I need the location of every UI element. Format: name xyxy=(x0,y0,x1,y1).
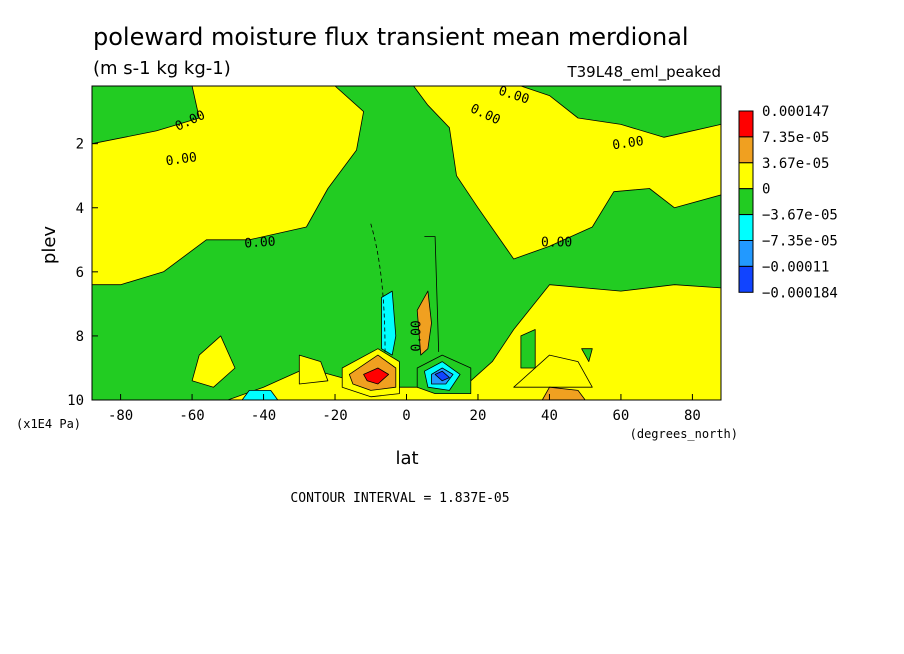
colorbar-label: −0.00011 xyxy=(762,259,829,275)
y-tick-label: 8 xyxy=(76,329,84,345)
colorbar-swatch xyxy=(738,214,754,242)
contour-region-17 xyxy=(381,290,397,356)
x-tick-label: 60 xyxy=(613,408,630,424)
contour-region-3 xyxy=(191,335,236,388)
colorbar-swatch xyxy=(738,265,754,293)
colorbar-swatch xyxy=(738,162,754,190)
contour-label: 0.00 xyxy=(410,320,425,351)
x-tick-label: -40 xyxy=(251,408,276,424)
x-tick-label: -60 xyxy=(179,408,204,424)
contour-region-6 xyxy=(520,329,536,369)
contour-region-11 xyxy=(416,290,432,356)
chart-units: (m s-1 kg kg-1) xyxy=(93,58,231,79)
y-tick-label: 10 xyxy=(67,393,84,409)
contour-region-18 xyxy=(241,389,279,400)
colorbar-label: −0.000184 xyxy=(762,285,838,301)
contour-label: 0.00 xyxy=(244,234,276,251)
colorbar-label: 7.35e-05 xyxy=(762,130,829,146)
contour-label: 0.00 xyxy=(612,134,645,153)
y-axis-units: (x1E4 Pa) xyxy=(16,417,81,431)
contour-interval: CONTOUR INTERVAL = 1.837E-05 xyxy=(290,491,509,506)
colorbar-label: −3.67e-05 xyxy=(762,208,838,224)
y-axis-label: plev xyxy=(39,226,60,265)
colorbar-swatch xyxy=(738,110,754,138)
contour-region-16 xyxy=(434,370,450,382)
x-tick-label: 80 xyxy=(684,408,701,424)
contour-region-7 xyxy=(581,348,593,363)
negative-contour-line xyxy=(370,223,386,352)
run-label: T39L48_eml_peaked xyxy=(566,63,721,82)
colorbar-swatch xyxy=(738,136,754,164)
colorbar-label: 0 xyxy=(762,182,770,198)
chart-title: poleward moisture flux transient mean me… xyxy=(93,23,689,51)
contour-region-5 xyxy=(513,354,593,388)
plot-area xyxy=(91,85,722,401)
y-tick-label: 6 xyxy=(76,265,84,281)
x-tick-label: 0 xyxy=(402,408,410,424)
contour-label: 0.00 xyxy=(165,150,198,169)
colorbar-swatch xyxy=(738,240,754,267)
contour-region-4 xyxy=(298,354,329,385)
contour-regions xyxy=(92,86,721,400)
contour-region-0 xyxy=(92,86,200,145)
colorbar-label: 3.67e-05 xyxy=(762,156,829,172)
positive-contour-line xyxy=(424,236,440,352)
colorbar-label: 0.000147 xyxy=(762,104,829,120)
contour-region-12 xyxy=(541,386,586,400)
y-axis-ticks: 2 4 6 8 10 xyxy=(67,137,98,409)
x-tick-label: 20 xyxy=(470,408,487,424)
x-tick-label: -20 xyxy=(322,408,347,424)
x-axis-units: (degrees_north) xyxy=(630,427,738,441)
y-tick-label: 4 xyxy=(76,201,84,217)
x-axis-ticks: -80 -60 -40 -20 0 20 40 60 80 xyxy=(108,394,701,424)
contour-region-2 xyxy=(441,86,721,138)
x-tick-label: -80 xyxy=(108,408,133,424)
contour-region-10 xyxy=(363,367,390,385)
colorbar-swatch xyxy=(738,188,754,216)
x-axis-label: lat xyxy=(395,448,418,469)
contour-label: 0.00 xyxy=(541,236,572,251)
colorbar-legend: 0.000147 7.35e-05 3.67e-05 0 −3.67e-05 −7.35e… xyxy=(738,104,838,301)
contour-region-1 xyxy=(92,86,721,400)
x-tick-label: 40 xyxy=(541,408,558,424)
colorbar-label: −7.35e-05 xyxy=(762,234,838,250)
y-tick-label: 2 xyxy=(76,137,84,153)
